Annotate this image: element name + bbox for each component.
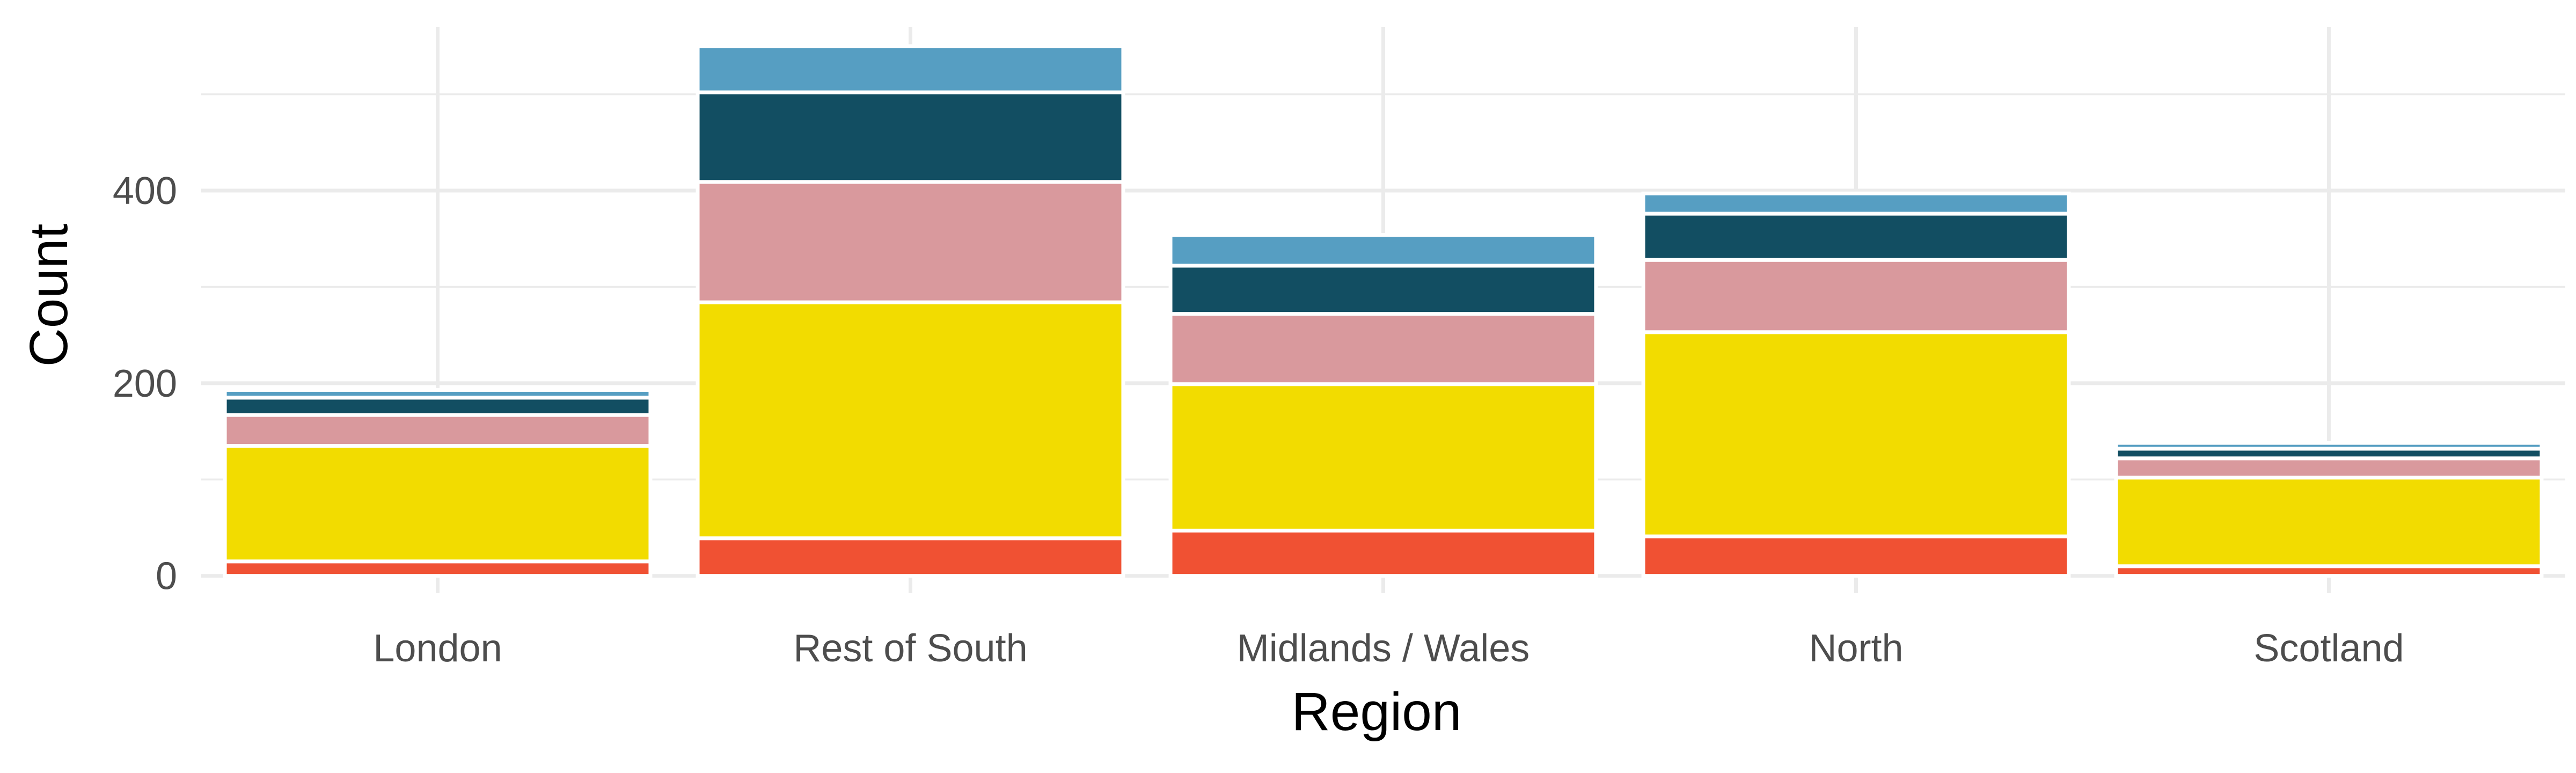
x-tick-labels: London Rest of South Midlands / Wales North…	[373, 627, 2404, 670]
bar-segment	[1641, 212, 2071, 262]
x-tick-label: London	[373, 627, 502, 670]
bar-segment	[1168, 382, 1598, 533]
bar-segment	[2114, 456, 2544, 480]
x-tick-label: North	[1809, 627, 1903, 670]
bar-segment	[1641, 258, 2071, 334]
bar-segment	[1168, 233, 1598, 268]
y-tick-labels: 0 200 400	[113, 170, 177, 598]
x-tick-label: Scotland	[2253, 627, 2404, 670]
bar-segment	[1641, 330, 2071, 538]
bar-segment	[696, 44, 1125, 94]
bars	[223, 44, 2544, 578]
bar-segment	[696, 90, 1125, 184]
bar-segment	[1641, 534, 2071, 578]
bar-segment	[223, 559, 653, 578]
bar-segment	[1168, 312, 1598, 386]
x-tick-label: Rest of South	[793, 627, 1027, 670]
bar-segment	[2114, 441, 2544, 451]
bar-segment	[1641, 191, 2071, 216]
bar-segment	[223, 388, 653, 400]
bar-segment	[1168, 264, 1598, 316]
y-tick-label: 200	[113, 362, 177, 405]
bar-segment	[696, 536, 1125, 578]
bar-segment	[223, 413, 653, 448]
y-tick-label: 0	[156, 555, 177, 598]
bar-segment	[696, 180, 1125, 304]
bar-segment	[2114, 476, 2544, 568]
x-tick-label: Midlands / Wales	[1237, 627, 1530, 670]
x-axis-title: Region	[1292, 682, 1462, 742]
bar-segment	[223, 396, 653, 417]
bar-segment	[696, 300, 1125, 541]
bar-segment	[223, 443, 653, 564]
y-tick-label: 400	[113, 170, 177, 213]
bar-segment	[1168, 528, 1598, 578]
y-axis-title: Count	[19, 223, 79, 367]
